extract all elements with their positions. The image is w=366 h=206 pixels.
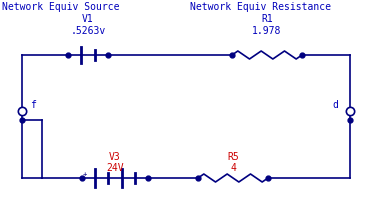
Text: 4: 4 xyxy=(230,163,236,173)
Text: Network Equiv Source: Network Equiv Source xyxy=(2,2,120,12)
Text: +: + xyxy=(83,171,87,177)
Text: 1.978: 1.978 xyxy=(252,26,282,36)
Text: R1: R1 xyxy=(261,14,273,24)
Text: d: d xyxy=(332,100,338,110)
Text: 24V: 24V xyxy=(106,163,124,173)
Text: .5263v: .5263v xyxy=(70,26,106,36)
Text: V3: V3 xyxy=(109,152,121,162)
Text: V1: V1 xyxy=(82,14,94,24)
Text: f: f xyxy=(30,100,36,110)
Text: R5: R5 xyxy=(227,152,239,162)
Text: Network Equiv Resistance: Network Equiv Resistance xyxy=(190,2,331,12)
